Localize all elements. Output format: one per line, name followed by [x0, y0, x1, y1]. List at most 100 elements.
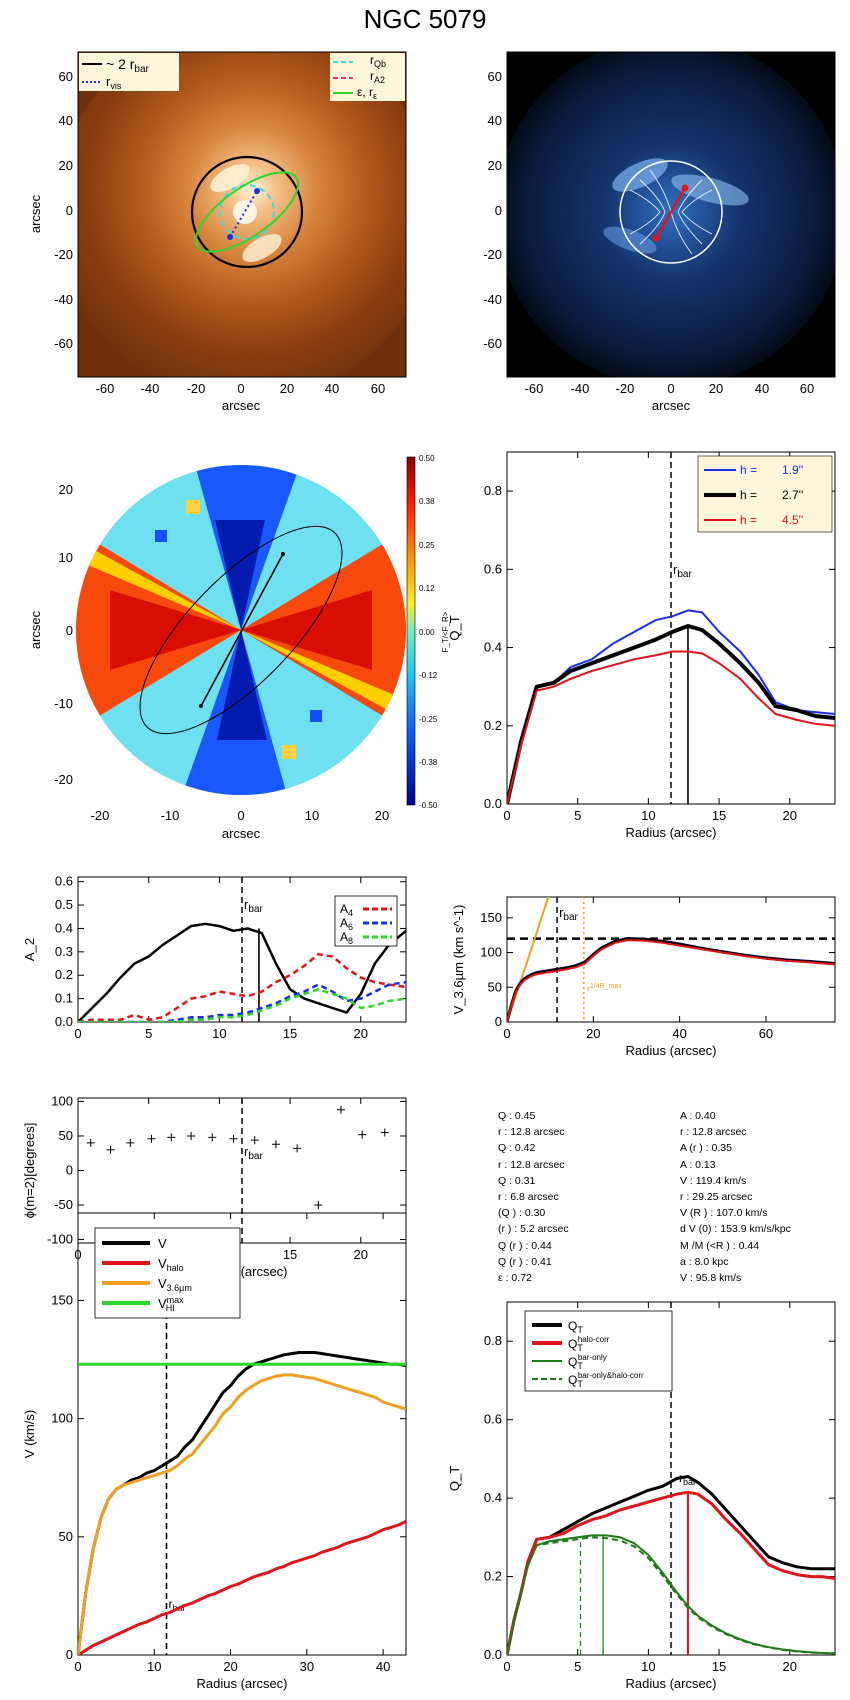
y-tick-label: 0 — [66, 623, 73, 638]
x-tick-label: 20 — [783, 1659, 797, 1674]
y-tick-label: 0.8 — [484, 1333, 502, 1348]
x-tick-label: -40 — [141, 381, 160, 396]
y-tick-label: 0.6 — [55, 874, 73, 889]
y-tick-label: 10 — [59, 550, 73, 565]
x-tick-label: 10 — [305, 808, 319, 823]
legend-label: h = — [740, 513, 757, 527]
force-map-panel: 0.50 0.38 0.25 0.12 0.00 -0.12 -0.25 -0.… — [28, 454, 450, 841]
series-line — [78, 988, 406, 1022]
bar-axis-end — [199, 704, 203, 708]
y-tick-label: 0 — [66, 203, 73, 218]
force-lobe-negative-core — [215, 520, 265, 630]
legend-label-sub: 4 — [348, 908, 353, 918]
x-axis-label: arcsec — [222, 398, 261, 413]
y-tick-label: -60 — [54, 336, 73, 351]
parameter-column-right: A : 0.40 r : 12.8 arcsec A (r ) : 0.35 A… — [680, 1108, 845, 1286]
legend-label: Vhalo — [158, 1256, 184, 1273]
param-row: r : 6.8 arcsec — [498, 1190, 559, 1203]
parameter-table: Q : 0.45 r : 12.8 arcsec Q : 0.42 r : 12… — [498, 1108, 843, 1293]
y-tick-label: -10 — [54, 696, 73, 711]
y-axis-label: V (km/s) — [22, 1410, 37, 1458]
residual-bright-arc — [612, 158, 668, 192]
series-group — [78, 1351, 406, 1655]
legend-label: rQb — [370, 53, 386, 69]
param-row: V : 119.4 km/s — [680, 1174, 747, 1187]
x-tick-label: 0 — [667, 381, 674, 396]
y-tick-label: 0.2 — [484, 718, 502, 733]
x-tick-label: 40 — [376, 1659, 390, 1674]
y-tick-label: 0.1 — [55, 991, 73, 1006]
x-tick-label: 0 — [74, 1026, 81, 1041]
legend-label-main: V — [158, 1276, 167, 1291]
y-tick-label: -100 — [47, 1232, 73, 1247]
y-axis-label: V_3.6µm (km s^-1) — [451, 905, 466, 1015]
force-lobe-core — [110, 590, 241, 670]
y-tick-label: 100 — [51, 1093, 73, 1108]
legend: h = 1.9'' h = 2.7'' h = 4.5'' — [697, 455, 833, 533]
rbar-label: rbar — [244, 897, 263, 915]
legend-value: 2.7'' — [782, 488, 803, 502]
x-tick-label: 10 — [147, 1659, 161, 1674]
y-tick-label: 100 — [51, 1411, 73, 1426]
phase-point — [293, 1144, 302, 1153]
rbar-label-main: r — [168, 1597, 172, 1611]
legend-label-sub: T — [577, 1343, 583, 1353]
rbar-label-main: r — [559, 905, 564, 920]
legend-label-main: V — [158, 1296, 167, 1311]
param-row: Q : 0.45 — [498, 1110, 536, 1122]
x-tick-label: 15 — [712, 808, 726, 823]
phase-point — [167, 1133, 176, 1142]
legend-label: A6 — [340, 916, 353, 932]
x-tick-label: 0 — [237, 808, 244, 823]
series-group — [78, 922, 406, 1022]
y-tick-label: 100 — [480, 945, 502, 960]
force-spot — [310, 710, 322, 722]
legend-label-sub: T — [577, 1361, 583, 1371]
param-row: A : 0.13 — [680, 1158, 716, 1171]
bar-end-dot — [681, 184, 689, 192]
y-tick-label: -20 — [54, 247, 73, 262]
rbar-label: rbar — [559, 905, 578, 923]
param-row: Q : 0.31 — [498, 1174, 536, 1187]
colorbar-tick: -0.38 — [419, 758, 438, 767]
residual-bright-arc — [671, 174, 749, 206]
force-lobe-core — [241, 590, 372, 670]
image-panel-galaxy: ~ 2 rbar rvis rQb rA2 ε, rε -60 -40 -20 … — [28, 51, 407, 413]
y-axis-label: Q_T — [447, 615, 462, 640]
series-group — [507, 1475, 835, 1655]
phase-point — [314, 1201, 323, 1210]
plot-frame — [506, 896, 836, 1023]
x-tick-label: 5 — [574, 1659, 581, 1674]
colorbar-tick-labels: 0.50 0.38 0.25 0.12 0.00 -0.12 -0.25 -0.… — [419, 454, 438, 810]
figure-title: NGC 5079 — [364, 4, 487, 34]
y-tick-label: 0.6 — [484, 561, 502, 576]
phase-point — [380, 1128, 389, 1137]
y-tick-label: -40 — [483, 292, 502, 307]
legend-label-sub: halo-corr — [578, 1335, 610, 1344]
plot-frame — [77, 1212, 407, 1656]
contour-circle — [619, 160, 723, 264]
series-line — [507, 1536, 835, 1655]
y-tick-label: 0 — [495, 1014, 502, 1029]
series-line — [507, 937, 835, 1022]
legend: QTQThalo-corrQTbar-onlyQTbar-only&halo-c… — [524, 1310, 673, 1392]
phase-point — [358, 1130, 367, 1139]
phase-point — [147, 1134, 156, 1143]
x-tick-label: 20 — [709, 381, 723, 396]
x-tick-label: 0 — [74, 1659, 81, 1674]
legend-label-main: Q — [568, 1373, 577, 1387]
x-tick-label: 40 — [755, 381, 769, 396]
param-row: A (r ) : 0.35 — [680, 1142, 732, 1155]
y-tick-label: 20 — [488, 158, 502, 173]
image-panel-residual: -60 -40 -20 0 20 40 60 60 40 20 0 -20 -4… — [483, 51, 836, 413]
force-spot — [155, 530, 167, 542]
x-axis-label: Radius (arcsec) — [625, 825, 716, 840]
rbar-label-sub: bar — [683, 1477, 696, 1487]
y-tick-label: 0.5 — [55, 897, 73, 912]
y-tick-labels: 20 10 0 -10 -20 — [54, 482, 73, 787]
x-tick-label: 20 — [586, 1026, 600, 1041]
force-spot — [186, 500, 200, 514]
